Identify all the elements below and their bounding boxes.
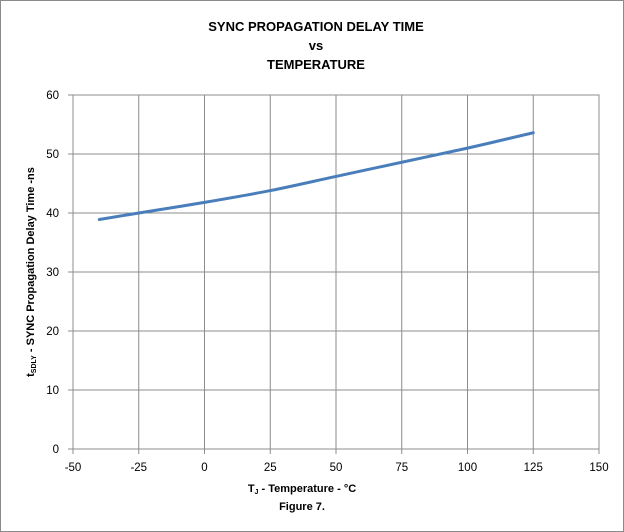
x-tick-label: 50 xyxy=(330,462,343,474)
y-axis-label: tSDLY - SYNC Propagation Delay Time -ns xyxy=(25,167,38,377)
x-tick-label: 100 xyxy=(458,462,477,474)
x-axis-label-rest: - Temperature - °C xyxy=(258,483,356,495)
x-tick-label: -25 xyxy=(130,462,147,474)
grid-lines xyxy=(72,94,600,450)
series-line xyxy=(97,131,535,221)
x-tick-label: 150 xyxy=(589,462,608,474)
chart-title-line-2: vs xyxy=(309,38,323,53)
figure-caption: Figure 7. xyxy=(279,501,325,513)
x-tick-labels: -50 -25 0 25 50 75 100 125 150 xyxy=(65,449,609,474)
y-tick-label: 40 xyxy=(46,208,59,220)
y-tick-label: 10 xyxy=(46,385,59,397)
y-tick-label: 30 xyxy=(46,267,59,279)
y-tick-label: 20 xyxy=(46,326,59,338)
y-tick-label: 0 xyxy=(53,444,59,456)
series-group xyxy=(97,131,535,221)
y-tick-label: 50 xyxy=(46,149,59,161)
x-tick-label: 125 xyxy=(524,462,543,474)
y-tick-labels: 0 10 20 30 40 50 60 xyxy=(46,90,73,456)
x-tick-label: 25 xyxy=(264,462,277,474)
chart-title-line-3: TEMPERATURE xyxy=(267,57,365,72)
y-axis-label-main: t xyxy=(25,373,37,377)
y-axis-label-sub: SDLY xyxy=(31,355,38,373)
x-tick-label: -50 xyxy=(65,462,82,474)
x-axis-label: TJ - Temperature - °C xyxy=(248,483,356,496)
x-axis-label-sub: J xyxy=(255,489,259,496)
chart-title-line-1: SYNC PROPAGATION DELAY TIME xyxy=(208,19,424,34)
x-axis-label-main: T xyxy=(248,483,255,495)
y-tick-label: 60 xyxy=(46,90,59,102)
x-tick-label: 0 xyxy=(201,462,207,474)
x-tick-label: 75 xyxy=(395,462,408,474)
y-axis-label-rest: - SYNC Propagation Delay Time -ns xyxy=(25,167,37,355)
